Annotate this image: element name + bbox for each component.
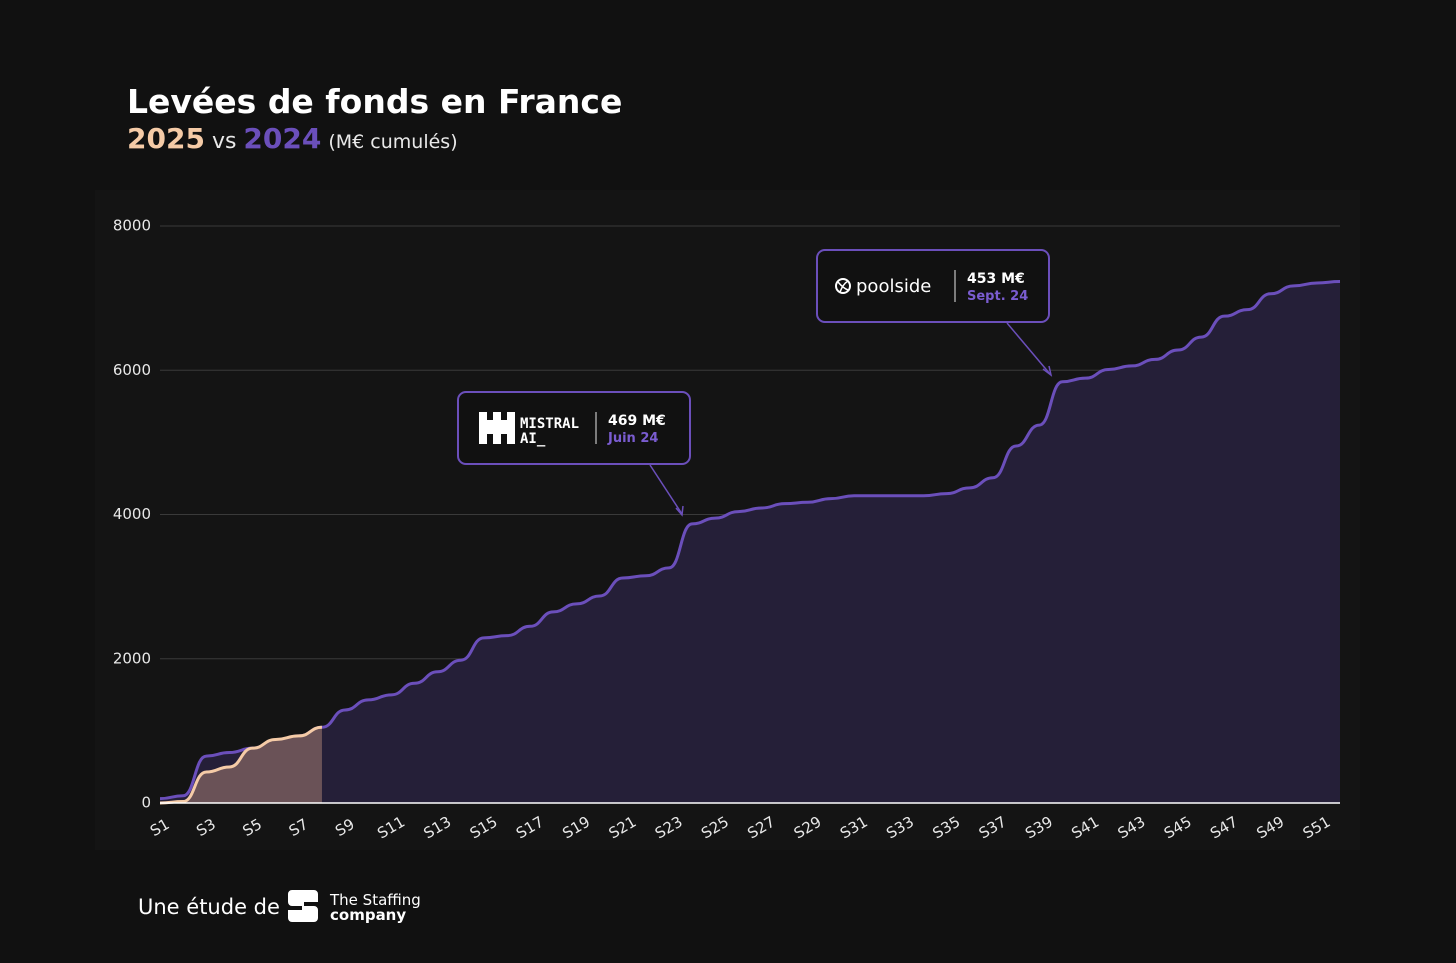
logo-text: MISTRAL — [520, 416, 579, 432]
annotation-date: Sept. 24 — [967, 289, 1028, 304]
subtitle-vs: vs — [212, 129, 236, 154]
subtitle: 2025 vs 2024 (M€ cumulés) — [127, 122, 458, 155]
annotation: poolside 453 M€ Sept. 24 — [816, 249, 1053, 377]
footer-brand: The Staffing — [329, 891, 421, 909]
subtitle-year: 2024 — [243, 122, 321, 155]
logo-text: AI_ — [520, 431, 546, 447]
annotation-arrow — [649, 464, 683, 515]
annotation-date: Juin 24 — [607, 431, 658, 446]
y-tick-label: 0 — [141, 794, 151, 812]
subtitle-year: 2025 — [127, 122, 205, 155]
poolside-icon — [837, 280, 849, 293]
area — [160, 281, 1340, 803]
mistral-icon — [479, 412, 515, 444]
annotation-box — [457, 391, 691, 465]
footer-logo — [288, 890, 318, 922]
footer-lead: Une étude de — [138, 895, 280, 919]
y-tick-label: 6000 — [113, 361, 151, 379]
footer-brand: company — [330, 906, 406, 924]
line — [159, 725, 323, 805]
y-tick-label: 2000 — [113, 649, 151, 667]
annotation-box — [816, 249, 1050, 323]
logo-text: poolside — [856, 276, 931, 297]
annotation-amount: 469 M€ — [608, 413, 666, 429]
arrow-head — [1042, 365, 1053, 377]
arrow-head — [675, 505, 684, 517]
subtitle-unit: (M€ cumulés) — [328, 131, 457, 153]
area — [160, 727, 322, 803]
poolside-icon — [835, 278, 851, 294]
line — [159, 280, 1341, 801]
y-tick-label: 8000 — [113, 217, 151, 235]
annotation-arrow — [1006, 322, 1051, 375]
annotation-amount: 453 M€ — [967, 271, 1025, 287]
y-tick-label: 4000 — [113, 505, 151, 523]
chart-title: Levées de fonds en France — [127, 82, 622, 121]
annotation: MISTRAL AI_ 469 M€ Juin 24 — [457, 391, 691, 517]
